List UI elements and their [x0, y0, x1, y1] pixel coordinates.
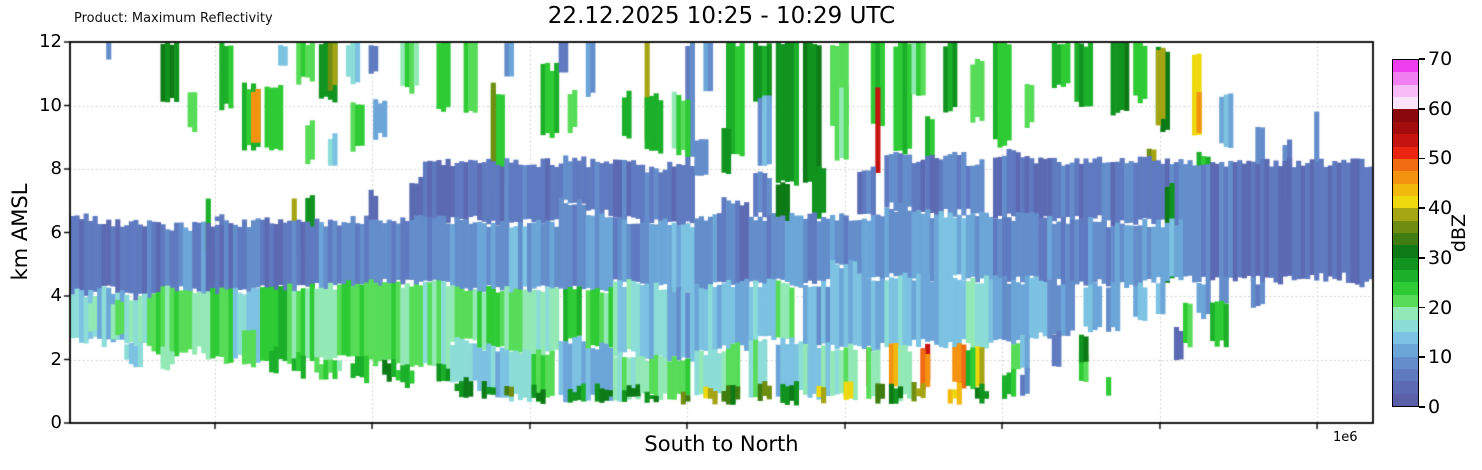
colorbar-step: [1393, 331, 1418, 345]
colorbar-step: [1393, 319, 1418, 332]
colorbar-step: [1393, 158, 1418, 172]
y-tick-label: 2: [50, 348, 62, 370]
colorbar-step: [1393, 109, 1418, 122]
x-axis-label: South to North: [644, 432, 799, 456]
colorbar-step: [1393, 368, 1418, 382]
y-tick-label: 10: [39, 94, 62, 116]
colorbar-step: [1393, 146, 1418, 159]
x-axis-offset-label: 1e6: [1333, 430, 1358, 445]
colorbar-step: [1393, 121, 1418, 135]
colorbar-tick-mark: [1419, 107, 1425, 110]
colorbar-step: [1393, 72, 1418, 85]
y-tick-label: 6: [50, 221, 62, 243]
colorbar-tick-mark: [1419, 58, 1425, 60]
colorbar-step: [1393, 381, 1418, 394]
colorbar-step: [1393, 60, 1418, 73]
colorbar-step: [1393, 307, 1418, 320]
y-tick-label: 0: [50, 412, 62, 433]
colorbar-tick-label: 10: [1428, 346, 1453, 369]
colorbar-tick-label: 40: [1428, 197, 1453, 220]
colorbar-step: [1393, 220, 1418, 234]
colorbar-tick-label: 70: [1428, 48, 1453, 70]
colorbar-step: [1393, 257, 1418, 271]
colorbar-tick-label: 0: [1428, 396, 1441, 418]
y-tick-label: 4: [50, 285, 62, 306]
colorbar-label: dBZ: [1448, 213, 1470, 253]
chart-title: 22.12.2025 10:25 - 10:29 UTC: [547, 3, 896, 29]
colorbar-tick-mark: [1419, 207, 1425, 209]
colorbar-tick-mark: [1419, 257, 1425, 259]
colorbar-step: [1393, 356, 1418, 369]
colorbar-step: [1393, 208, 1418, 221]
colorbar-tick-label: 20: [1428, 296, 1453, 319]
y-tick-label: 12: [39, 31, 62, 52]
colorbar-step: [1393, 344, 1418, 357]
colorbar-tick-mark: [1419, 406, 1425, 408]
colorbar-step: [1393, 171, 1418, 184]
colorbar-step: [1393, 270, 1418, 283]
colorbar-step: [1393, 195, 1418, 209]
product-label: Product: Maximum Reflectivity: [74, 11, 273, 26]
colorbar-tick-mark: [1419, 157, 1425, 160]
colorbar-step: [1393, 294, 1418, 308]
colorbar-step: [1393, 97, 1418, 110]
colorbar-step: [1393, 233, 1418, 246]
colorbar-step: [1393, 134, 1418, 147]
colorbar-step: [1393, 282, 1418, 295]
colorbar-tick-mark: [1419, 356, 1425, 359]
colorbar-step: [1393, 183, 1418, 196]
colorbar-step: [1393, 84, 1418, 98]
colorbar-tick-label: 50: [1428, 147, 1453, 170]
colorbar-tick-mark: [1419, 306, 1425, 309]
y-tick-label: 8: [50, 158, 62, 179]
colorbar: [1392, 59, 1419, 407]
colorbar-step: [1393, 393, 1418, 407]
colorbar-step: [1393, 245, 1418, 258]
colorbar-tick-label: 60: [1428, 97, 1453, 120]
colorbar-tick-label: 30: [1428, 246, 1453, 269]
